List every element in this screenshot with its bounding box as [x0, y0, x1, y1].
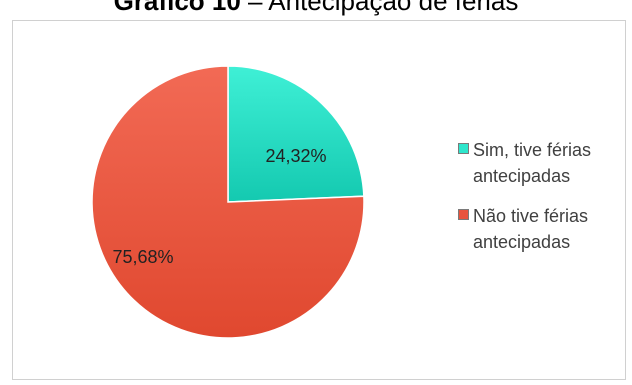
pie-slice-nao — [91, 65, 365, 339]
pie-slice-sim — [227, 65, 365, 203]
legend-label-sim: Sim, tive férias antecipadas — [473, 140, 592, 186]
legend-item-sim: Sim, tive férias antecipadas — [458, 137, 623, 189]
chart-frame — [12, 20, 626, 380]
data-label-nao: 75,68% — [112, 247, 173, 267]
chart-title: Gráfico 10 – Antecipação de férias — [0, 0, 632, 17]
chart-title-text: – Antecipação de férias — [240, 0, 519, 16]
legend-swatch-nao — [458, 209, 469, 220]
legend-item-nao: Não tive férias antecipadas — [458, 203, 623, 255]
chart-title-number: Gráfico 10 — [113, 0, 241, 16]
legend-label-nao: Não tive férias antecipadas — [473, 206, 589, 252]
legend-swatch-sim — [458, 143, 469, 154]
data-label-sim: 24,32% — [265, 146, 326, 166]
legend: Sim, tive férias antecipadas Não tive fé… — [458, 137, 623, 269]
